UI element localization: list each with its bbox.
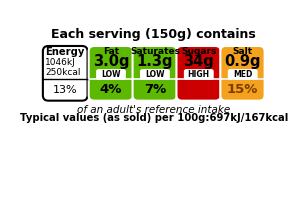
Text: 250kcal: 250kcal	[45, 68, 81, 77]
FancyBboxPatch shape	[176, 46, 221, 101]
Text: Energy: Energy	[45, 47, 85, 57]
Text: Fat: Fat	[103, 47, 119, 56]
FancyBboxPatch shape	[228, 69, 258, 80]
FancyBboxPatch shape	[220, 46, 265, 101]
FancyBboxPatch shape	[96, 69, 126, 80]
FancyBboxPatch shape	[184, 69, 214, 80]
FancyBboxPatch shape	[140, 69, 170, 80]
Text: 15%: 15%	[227, 83, 258, 96]
Text: of an adult's reference intake: of an adult's reference intake	[77, 105, 230, 115]
Text: Each serving (150g) contains: Each serving (150g) contains	[51, 28, 256, 41]
Text: LOW: LOW	[101, 70, 121, 79]
Text: 4%: 4%	[100, 83, 122, 96]
Text: Salt: Salt	[232, 47, 253, 56]
Text: HIGH: HIGH	[188, 70, 210, 79]
Text: Sugars: Sugars	[181, 47, 217, 56]
Text: 13%: 13%	[53, 85, 77, 95]
FancyBboxPatch shape	[43, 46, 88, 101]
FancyBboxPatch shape	[133, 46, 177, 101]
Text: 1.3g: 1.3g	[137, 54, 173, 69]
Text: Typical values (as sold) per 100g:697kJ/167kcal: Typical values (as sold) per 100g:697kJ/…	[20, 113, 288, 123]
Text: 0.9g: 0.9g	[224, 54, 261, 69]
FancyBboxPatch shape	[89, 46, 133, 101]
Text: 34g: 34g	[183, 54, 214, 69]
Text: 7%: 7%	[144, 83, 166, 96]
Text: 38%: 38%	[183, 83, 214, 96]
Text: 1046kJ: 1046kJ	[45, 58, 76, 67]
Text: 3.0g: 3.0g	[93, 54, 129, 69]
Text: Saturates: Saturates	[130, 47, 180, 56]
Text: MED: MED	[233, 70, 252, 79]
Text: LOW: LOW	[145, 70, 165, 79]
